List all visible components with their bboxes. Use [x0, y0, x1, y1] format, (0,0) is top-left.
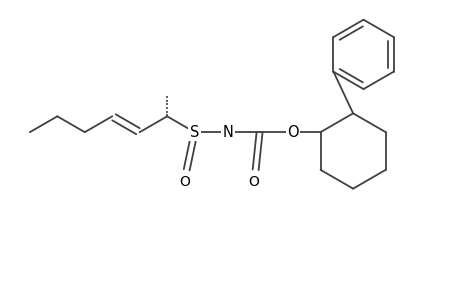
- Text: S: S: [190, 125, 199, 140]
- Text: O: O: [179, 175, 190, 189]
- Text: O: O: [248, 175, 258, 189]
- Text: O: O: [286, 125, 298, 140]
- Text: N: N: [222, 125, 233, 140]
